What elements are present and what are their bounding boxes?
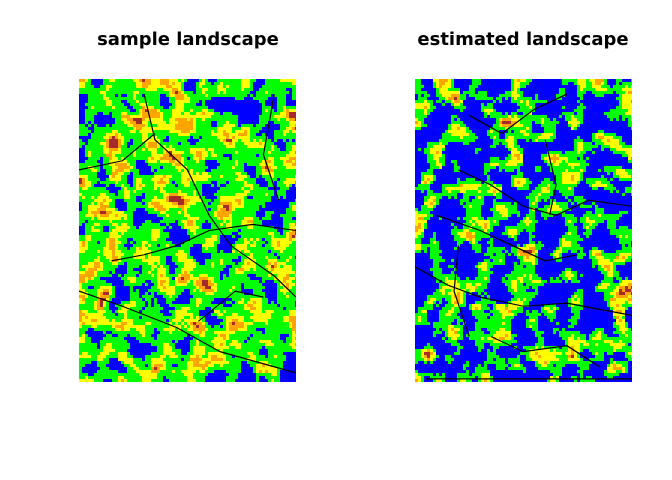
estimated-landscape-title: estimated landscape: [417, 29, 629, 50]
sample-landscape-title: sample landscape: [97, 29, 279, 50]
sample-landscape-map: [79, 79, 296, 382]
estimated-landscape-map: [415, 79, 632, 382]
